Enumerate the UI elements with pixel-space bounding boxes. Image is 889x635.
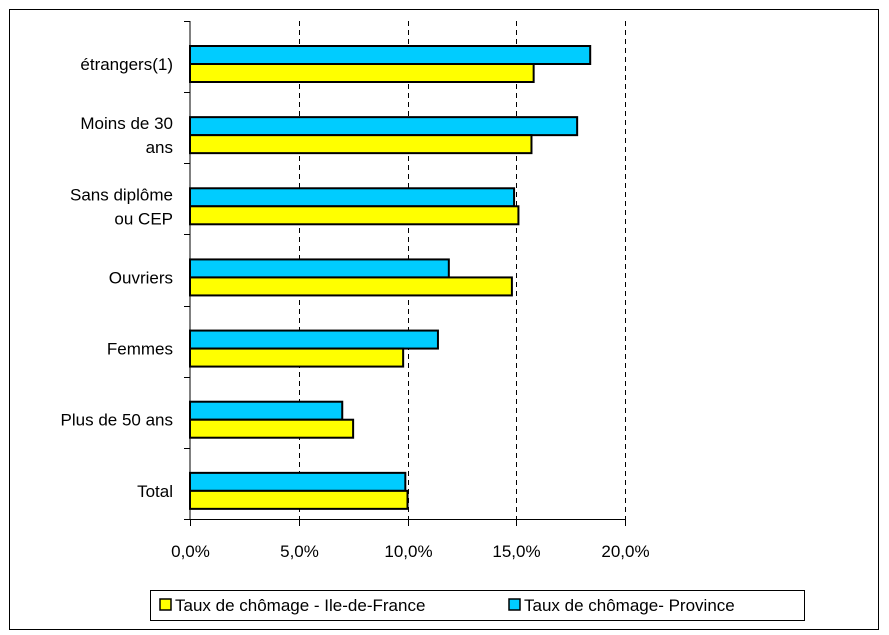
x-tick-label-1: 5,0% [280,542,319,561]
bar-ile-de-france-6 [189,489,409,510]
category-label-3: Ouvriers [109,268,173,287]
bar-ile-de-france-2 [189,205,520,226]
bar-province-1 [189,116,579,137]
bars [189,45,592,510]
bar-province-5 [189,400,344,421]
category-label-4: Femmes [107,340,173,359]
category-label-5: Plus de 50 ans [61,411,173,430]
x-tick-label-0: 0,0% [171,542,210,561]
x-tick-label-3: 15,0% [492,542,540,561]
category-label-2-line-1: ou CEP [114,209,173,228]
bar-province-3 [189,258,450,279]
category-label-6: Total [137,482,173,501]
labels: 0,0% 5,0% 10,0% 15,0% 20,0% étrangers(1) Moins… [61,55,650,561]
category-label-1-line-1: ans [146,138,173,157]
category-label-2-line-0: Sans diplôme [70,185,173,204]
bar-province-0 [189,45,592,65]
x-tick-label-4: 20,0% [601,542,649,561]
bar-ile-de-france-3 [189,276,513,297]
bar-ile-de-france-1 [189,134,533,155]
legend: Taux de chômage - Ile-de-France Taux de c… [150,590,805,621]
legend-swatch-0 [159,598,172,611]
bar-province-6 [189,471,407,492]
bar-province-4 [189,329,439,350]
category-label-0: étrangers(1) [80,55,173,74]
chart-border [9,9,879,630]
bar-province-2 [189,187,516,208]
bar-ile-de-france-0 [189,63,535,83]
category-label-1-line-0: Moins de 30 [80,114,173,133]
bar-ile-de-france-5 [189,418,355,439]
legend-box [150,590,805,621]
legend-label-1: Taux de chômage- Province [524,596,735,615]
bar-ile-de-france-4 [189,347,405,368]
axes [184,21,626,526]
legend-label-0: Taux de chômage - Ile-de-France [175,596,425,615]
x-tick-label-2: 10,0% [384,542,432,561]
legend-swatch-1 [508,598,521,611]
